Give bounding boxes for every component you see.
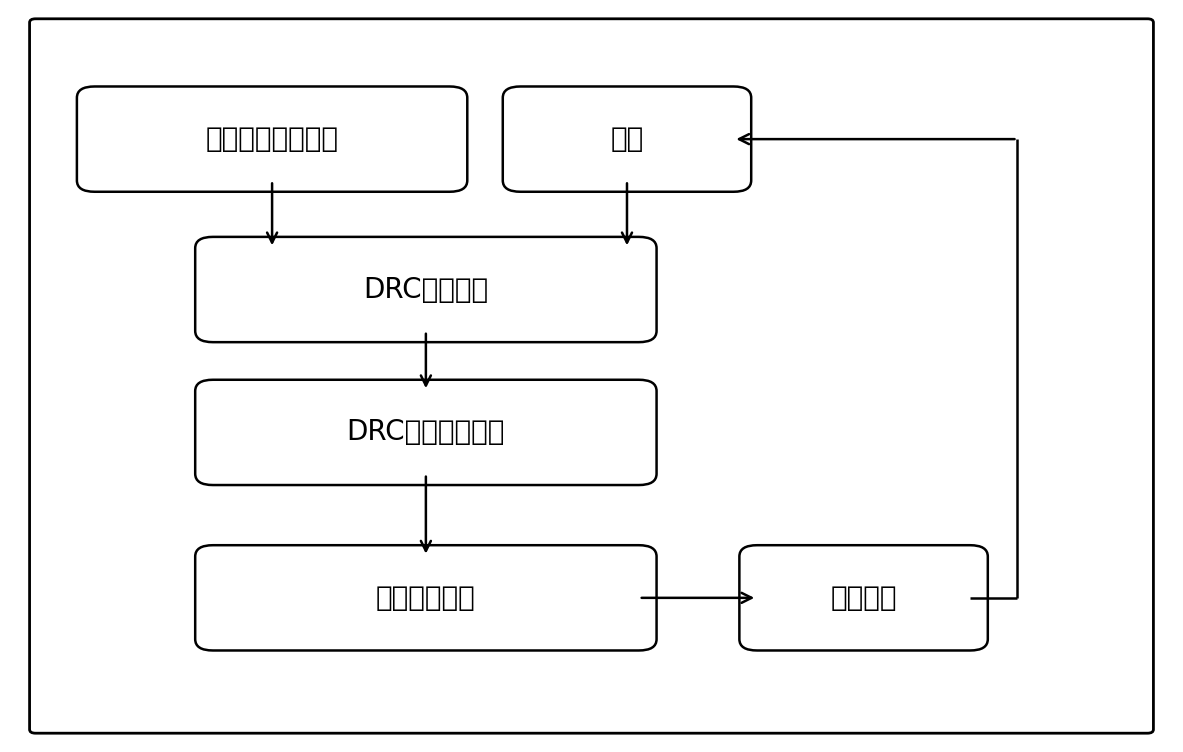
Text: 版图: 版图 xyxy=(610,125,644,153)
FancyBboxPatch shape xyxy=(503,86,751,192)
FancyBboxPatch shape xyxy=(77,86,467,192)
FancyBboxPatch shape xyxy=(195,545,657,650)
FancyBboxPatch shape xyxy=(739,545,988,650)
FancyBboxPatch shape xyxy=(195,237,657,342)
Text: 定位错误位置: 定位错误位置 xyxy=(376,584,476,612)
FancyBboxPatch shape xyxy=(195,380,657,485)
FancyBboxPatch shape xyxy=(30,19,1153,733)
Text: 设计规则检查文件: 设计规则检查文件 xyxy=(206,125,338,153)
Text: 修改版图: 修改版图 xyxy=(830,584,897,612)
Text: DRC检查工具: DRC检查工具 xyxy=(363,275,489,304)
Text: DRC检查结果文件: DRC检查结果文件 xyxy=(347,418,505,447)
